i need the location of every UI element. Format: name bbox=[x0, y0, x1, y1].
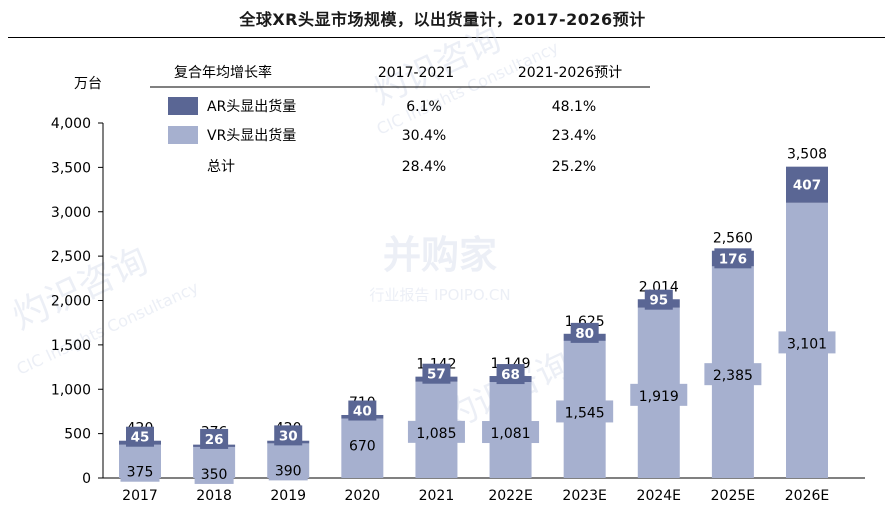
x-tick-label: 2019 bbox=[270, 488, 306, 504]
ar-label-box bbox=[422, 363, 451, 384]
y-tick-label: 1,000 bbox=[51, 382, 91, 398]
total-label: 2,560 bbox=[713, 231, 753, 247]
ar-label-box bbox=[126, 426, 154, 447]
vr-label-box bbox=[482, 421, 540, 444]
x-tick-label: 2026E bbox=[785, 488, 829, 504]
legend-label-total: 总计 bbox=[207, 159, 235, 175]
vr-label-box bbox=[268, 458, 308, 481]
ar-label-box bbox=[348, 400, 377, 421]
data-labels: 2017420453752018376263502019420303902020… bbox=[120, 147, 836, 504]
legend-label-ar: AR头显出货量 bbox=[207, 98, 296, 115]
vr-label-box bbox=[778, 331, 836, 354]
y-axis-unit: 万台 bbox=[74, 76, 102, 92]
cagr-period-2: 2021-2026预计 bbox=[518, 65, 622, 81]
total-label: 3,508 bbox=[787, 147, 827, 163]
ar-value-label: 45 bbox=[131, 430, 150, 446]
legend-label-vr: VR头显出货量 bbox=[207, 127, 296, 144]
vr-value-label: 1,545 bbox=[565, 405, 605, 421]
vr-value-label: 670 bbox=[349, 439, 376, 455]
x-tick-label: 2020 bbox=[345, 488, 381, 504]
y-tick-label: 0 bbox=[82, 471, 91, 487]
ar-label-box bbox=[200, 428, 229, 449]
cagr-value-total-1: 28.4% bbox=[402, 159, 446, 175]
vr-label-box bbox=[556, 400, 614, 423]
x-tick-label: 2025E bbox=[711, 488, 755, 504]
y-tick-label: 500 bbox=[64, 427, 91, 443]
y-tick-label: 2,000 bbox=[51, 294, 91, 310]
vr-label-box bbox=[120, 459, 160, 482]
ar-label-box bbox=[644, 289, 673, 310]
ar-value-label: 176 bbox=[719, 251, 747, 267]
ar-value-label: 26 bbox=[205, 432, 224, 448]
cagr-header: 复合年均增长率 bbox=[174, 64, 272, 81]
cagr-value-ar-1: 6.1% bbox=[406, 99, 442, 115]
vr-value-label: 375 bbox=[127, 465, 154, 481]
x-tick-label: 2018 bbox=[196, 488, 232, 504]
title-divider bbox=[8, 37, 885, 38]
watermark-brand: 并购家 bbox=[383, 233, 497, 277]
ar-value-label: 30 bbox=[279, 428, 298, 444]
vr-value-label: 1,919 bbox=[639, 389, 679, 405]
watermark-sub: 行业报告 IPOIPO.CN bbox=[369, 286, 510, 304]
chart-title: 全球XR头显市场规模，以出货量计，2017-2026预计 bbox=[239, 10, 646, 29]
legend-swatch-ar bbox=[168, 97, 198, 115]
vr-label-box bbox=[704, 363, 762, 386]
y-tick-label: 4,000 bbox=[51, 116, 91, 132]
x-tick-label: 2022E bbox=[488, 488, 532, 504]
vr-label-box bbox=[630, 383, 688, 406]
ar-value-label: 68 bbox=[501, 367, 520, 383]
y-tick-label: 3,000 bbox=[51, 205, 91, 221]
x-tick-label: 2017 bbox=[122, 488, 158, 504]
y-tick-label: 1,500 bbox=[51, 338, 91, 354]
ar-label-box bbox=[274, 425, 303, 446]
cagr-period-1: 2017-2021 bbox=[378, 65, 454, 81]
ar-value-label: 57 bbox=[427, 367, 446, 383]
x-tick-label: 2021 bbox=[419, 488, 455, 504]
vr-value-label: 390 bbox=[275, 463, 302, 479]
ar-label-box bbox=[570, 322, 599, 343]
cagr-value-vr-1: 30.4% bbox=[402, 128, 446, 144]
cagr-value-vr-2: 23.4% bbox=[552, 128, 596, 144]
cagr-table: 复合年均增长率 2017-2021 2021-2026预计 AR头显出货量 6.1% 48… bbox=[150, 64, 650, 175]
vr-value-label: 2,385 bbox=[713, 368, 753, 384]
cagr-value-total-2: 25.2% bbox=[552, 159, 596, 175]
ar-label-box bbox=[788, 174, 826, 195]
x-tick-label: 2023E bbox=[562, 488, 606, 504]
vr-label-box bbox=[407, 420, 465, 443]
vr-value-label: 1,081 bbox=[491, 426, 531, 442]
ar-value-label: 40 bbox=[353, 404, 372, 420]
y-tick-label: 3,500 bbox=[51, 160, 91, 176]
vr-value-label: 3,101 bbox=[787, 336, 827, 352]
legend-swatch-vr bbox=[168, 126, 198, 144]
y-tick-label: 2,500 bbox=[51, 249, 91, 265]
ar-label-box bbox=[714, 248, 752, 269]
cagr-value-ar-2: 48.1% bbox=[552, 99, 596, 115]
vr-value-label: 1,085 bbox=[416, 426, 456, 442]
ar-value-label: 95 bbox=[649, 293, 668, 309]
ar-value-label: 80 bbox=[575, 326, 594, 342]
ar-label-box bbox=[496, 364, 525, 385]
ar-value-label: 407 bbox=[793, 178, 821, 194]
vr-label-box bbox=[194, 461, 234, 484]
x-tick-label: 2024E bbox=[637, 488, 681, 504]
vr-label-box bbox=[342, 433, 382, 456]
vr-value-label: 350 bbox=[201, 467, 228, 483]
